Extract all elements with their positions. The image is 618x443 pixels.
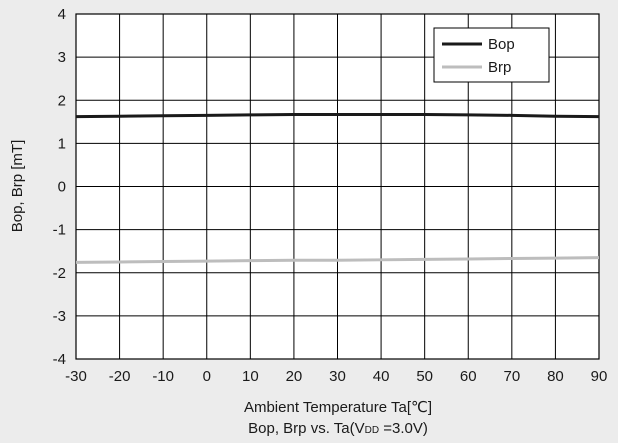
- y-tick-label: 1: [58, 135, 66, 152]
- legend: Bop Brp: [433, 27, 550, 83]
- y-tick-label: 2: [58, 92, 66, 109]
- chart-caption: Bop, Brp vs. Ta(VDD =3.0V): [248, 420, 428, 437]
- x-tick-label: 20: [286, 368, 303, 385]
- x-axis-label: Ambient Temperature Ta[℃]: [244, 399, 432, 416]
- legend-label-bop: Bop: [488, 36, 515, 53]
- x-tick-label: 60: [460, 368, 477, 385]
- y-tick-label: -2: [53, 265, 66, 282]
- y-tick-labels: -4 -3 -2 -1 0 1 2 3 4: [53, 6, 66, 368]
- caption-suffix: =3.0V): [379, 420, 428, 437]
- x-tick-label: 30: [329, 368, 346, 385]
- x-tick-label: 80: [547, 368, 564, 385]
- x-tick-label: -30: [65, 368, 87, 385]
- plot-frame: [75, 13, 600, 360]
- y-axis-label: Bop, Brp [mT]: [9, 140, 26, 233]
- x-tick-labels: -30 -20 -10 0 10 20 30 40 50 60 70 80 90: [65, 368, 607, 385]
- legend-box: [433, 27, 550, 83]
- y-tick-label: -3: [53, 308, 66, 325]
- series-line-bop: [75, 112, 600, 119]
- x-tick-label: 40: [373, 368, 390, 385]
- y-tick-label: -1: [53, 222, 66, 239]
- y-tick-label: 3: [58, 49, 66, 66]
- x-tick-label: 90: [591, 368, 608, 385]
- caption-subscript: DD: [365, 425, 379, 436]
- x-tick-label: 70: [503, 368, 520, 385]
- x-tick-label: -20: [109, 368, 131, 385]
- x-tick-label: -10: [152, 368, 174, 385]
- y-tick-label: 0: [58, 179, 66, 196]
- x-tick-label: 0: [203, 368, 211, 385]
- y-tick-label: -4: [53, 351, 66, 368]
- series-lines: [75, 112, 600, 264]
- caption-prefix: Bop, Brp vs. Ta(V: [248, 420, 364, 437]
- x-tick-label: 50: [416, 368, 433, 385]
- x-tick-label: 10: [242, 368, 259, 385]
- legend-label-brp: Brp: [488, 59, 511, 76]
- y-tick-label: 4: [58, 6, 66, 23]
- series-line-brp: [75, 256, 600, 264]
